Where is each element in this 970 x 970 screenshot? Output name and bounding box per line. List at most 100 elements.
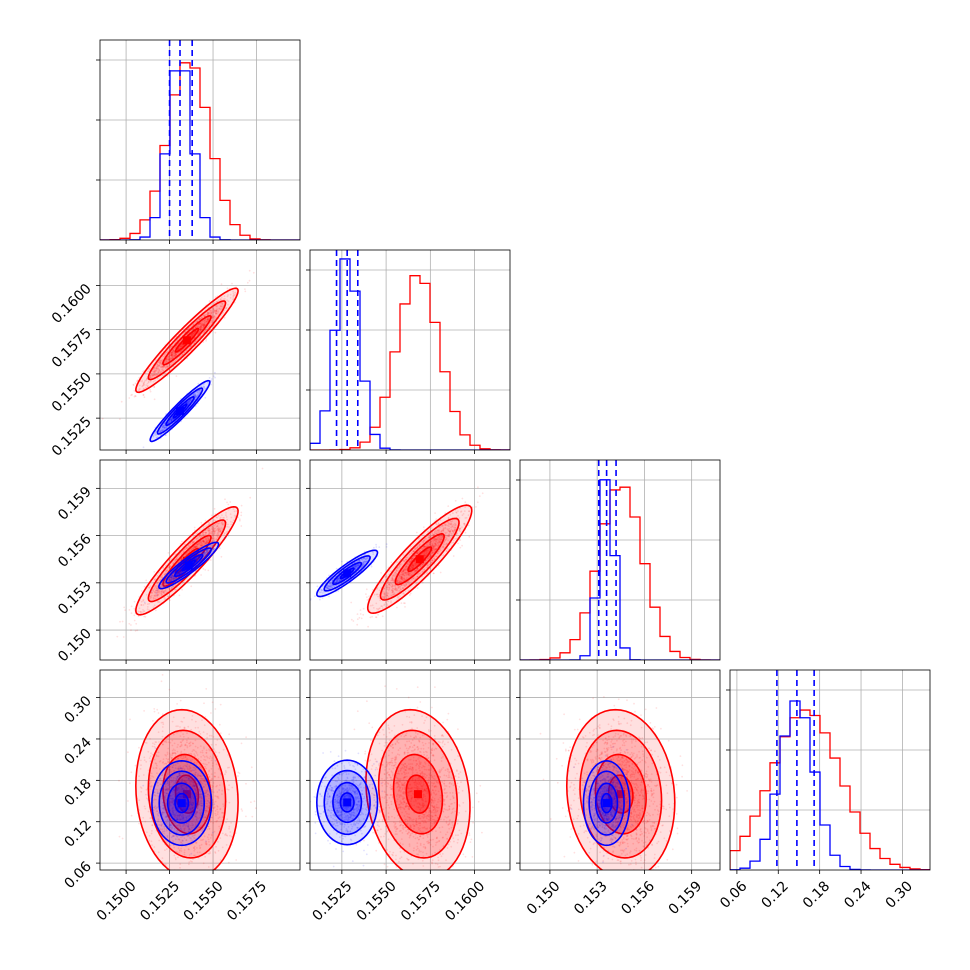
sample-point-red [179, 552, 182, 555]
sample-point-red [154, 369, 157, 371]
sample-point-blue [162, 424, 165, 427]
sample-point-red [225, 512, 227, 514]
sample-point-red [218, 307, 221, 310]
sample-point-red [200, 311, 203, 314]
sample-point-red [145, 379, 148, 382]
sample-point-red [202, 540, 205, 542]
sample-point-red [199, 329, 202, 332]
sample-point-red [157, 365, 160, 367]
sample-point-blue [188, 401, 191, 404]
sample-point-red [201, 544, 204, 547]
sample-point-red [217, 536, 220, 538]
sample-point-blue [194, 394, 197, 397]
sample-point-red [191, 333, 194, 336]
sample-point-red [212, 527, 215, 530]
sample-point-red [200, 324, 203, 327]
sample-point-red [156, 591, 159, 593]
sample-point-red [220, 296, 223, 299]
sample-point-blue [170, 576, 173, 579]
sample-point-red [160, 583, 163, 586]
sample-point-red [160, 366, 163, 368]
sample-point-red [203, 331, 206, 333]
sample-point-red [156, 574, 159, 577]
sample-point-red [134, 629, 137, 632]
sample-point-blue [227, 534, 230, 537]
sample-point-red [168, 588, 171, 590]
sample-point-red [214, 301, 216, 304]
sample-point-red [199, 325, 202, 328]
sample-point-red [205, 541, 208, 544]
sample-point-red [193, 546, 196, 549]
scatter-panel-0-2 [100, 460, 300, 660]
sample-point-red [142, 393, 145, 396]
sample-point-red [187, 545, 190, 547]
sample-point-red [171, 361, 174, 363]
sample-point-red [133, 395, 136, 398]
sample-point-blue [170, 418, 173, 421]
sample-point-red [158, 368, 160, 371]
sample-point-red [163, 592, 166, 595]
sample-point-red [192, 322, 195, 325]
sample-point-blue [178, 572, 181, 575]
sample-point-red [193, 546, 196, 548]
sample-point-red [219, 528, 221, 531]
sample-point-blue [150, 590, 153, 593]
sample-point-red [152, 606, 155, 609]
sample-point-red [199, 322, 202, 325]
panel-frame [99, 39, 301, 241]
sample-point-blue [179, 570, 181, 573]
sample-point-red [232, 290, 235, 293]
sample-point-red [206, 327, 208, 329]
sample-point-red [206, 524, 209, 527]
sample-point-red [164, 359, 167, 362]
sample-point-red [214, 296, 217, 299]
sample-point-red [203, 322, 206, 324]
sample-point-red [229, 513, 232, 515]
sample-point-red [221, 523, 224, 525]
sample-point-red [154, 609, 157, 612]
sample-point-blue [160, 430, 163, 433]
sample-point-blue [179, 569, 182, 572]
sample-point-red [152, 373, 155, 375]
contour-blue [156, 387, 204, 435]
sample-point-red [365, 593, 367, 595]
sample-point-blue [159, 585, 162, 588]
sample-point-blue [161, 426, 164, 429]
sample-point-red [160, 585, 163, 588]
sample-point-red [167, 355, 170, 358]
sample-point-blue [212, 547, 215, 550]
sample-point-blue [162, 427, 164, 429]
sample-point-red [208, 312, 211, 315]
sample-point-red [202, 532, 204, 535]
sample-point-red [214, 331, 217, 334]
sample-point-red [194, 331, 196, 334]
sample-point-red [142, 609, 144, 611]
sample-point-red [141, 385, 144, 388]
sample-point-red [210, 514, 213, 517]
sample-point-blue [164, 434, 167, 437]
sample-point-red [199, 325, 202, 327]
sample-point-red [179, 336, 181, 339]
sample-point-red [203, 541, 206, 543]
sample-point-red [162, 370, 165, 372]
sample-point-red [180, 345, 183, 347]
sample-point-red [141, 380, 143, 383]
sample-point-red [220, 298, 222, 300]
sample-point-red [184, 330, 187, 333]
sample-point-red [180, 345, 183, 348]
sample-point-red [202, 541, 205, 543]
sample-point-red [204, 519, 207, 522]
sample-point-red [144, 615, 147, 618]
sample-point-red [204, 553, 206, 556]
sample-point-red [168, 578, 170, 580]
sample-point-blue [194, 396, 197, 399]
sample-point-red [219, 531, 222, 533]
sample-point-blue [170, 577, 173, 579]
sample-point-blue [172, 572, 175, 575]
sample-point-blue [202, 386, 205, 388]
contour-red [174, 327, 200, 353]
sample-point-red [217, 526, 220, 529]
contour-red [162, 534, 212, 587]
sample-point-red [195, 340, 197, 343]
sample-point-red [185, 547, 188, 549]
